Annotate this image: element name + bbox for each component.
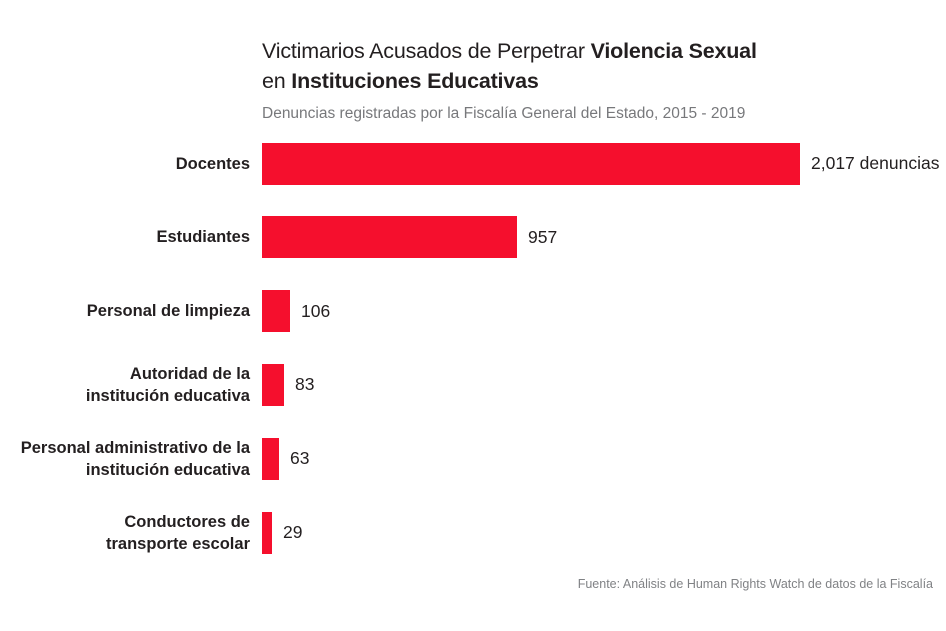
bar xyxy=(262,142,800,185)
bar-row: Autoridad de la institución educativa 83 xyxy=(0,363,946,406)
chart-title: Victimarios Acusados de Perpetrar Violen… xyxy=(262,36,757,96)
bar-row: Personal de limpieza 106 xyxy=(0,290,946,333)
chart-header: Victimarios Acusados de Perpetrar Violen… xyxy=(262,36,757,123)
title-regular-part: en xyxy=(262,69,292,93)
bar-value: 63 xyxy=(290,448,310,469)
bar-value: 29 xyxy=(283,522,303,542)
bar xyxy=(262,290,290,333)
bar-label: Estudiantes xyxy=(156,228,250,247)
bar xyxy=(262,511,272,554)
bar-row: Conductores de transporte escolar 29 xyxy=(0,511,946,554)
bar-label: Conductores de transporte escolar xyxy=(106,512,250,553)
bar-value: 83 xyxy=(295,374,315,395)
bar-row: Docentes 2,017 denuncias xyxy=(0,142,946,185)
title-regular-part: Victimarios Acusados de Perpetrar xyxy=(262,39,591,63)
source-note: Fuente: Análisis de Human Rights Watch d… xyxy=(577,577,933,591)
bar-value: 957 xyxy=(528,226,558,247)
bar-row: Estudiantes 957 xyxy=(0,216,946,259)
title-bold-part: Violencia Sexual xyxy=(590,39,757,63)
bar xyxy=(262,216,517,259)
bar-label: Personal administrativo de la institución… xyxy=(20,438,250,479)
bar-label: Autoridad de la institución educativa xyxy=(85,364,250,405)
bar-row: Personal administrativo de la institución… xyxy=(0,437,946,480)
chart-subtitle: Denuncias registradas por la Fiscalía Ge… xyxy=(262,105,746,122)
bar-label: Personal de limpieza xyxy=(86,302,250,321)
bar-value: 106 xyxy=(301,300,331,321)
bar xyxy=(262,437,279,480)
bar-label: Docentes xyxy=(175,154,250,173)
bar xyxy=(262,363,284,406)
title-bold-part: Instituciones Educativas xyxy=(291,69,539,93)
bar-value: 2,017 denuncias xyxy=(811,153,940,173)
